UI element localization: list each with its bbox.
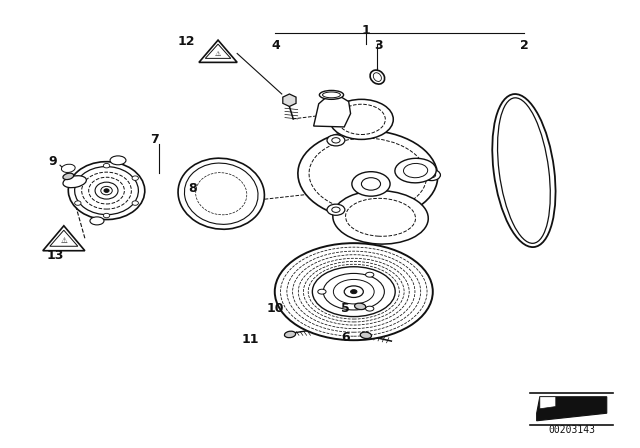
Ellipse shape <box>327 135 345 146</box>
Ellipse shape <box>132 176 138 181</box>
Ellipse shape <box>333 190 428 244</box>
Polygon shape <box>43 226 85 251</box>
Text: 9: 9 <box>48 155 57 168</box>
Text: 3: 3 <box>374 39 383 52</box>
Ellipse shape <box>309 138 426 212</box>
Text: 2: 2 <box>520 39 528 52</box>
Polygon shape <box>199 40 237 62</box>
Ellipse shape <box>333 280 374 304</box>
Text: 4: 4 <box>271 39 280 52</box>
Ellipse shape <box>75 201 81 205</box>
Ellipse shape <box>370 70 385 84</box>
Polygon shape <box>540 397 556 409</box>
Ellipse shape <box>332 207 340 212</box>
Ellipse shape <box>352 172 390 196</box>
Ellipse shape <box>330 99 394 139</box>
Ellipse shape <box>104 189 109 192</box>
Ellipse shape <box>319 90 344 99</box>
Ellipse shape <box>360 332 371 339</box>
Ellipse shape <box>346 198 415 236</box>
Ellipse shape <box>298 130 438 220</box>
Ellipse shape <box>89 177 124 204</box>
Ellipse shape <box>344 286 364 297</box>
Text: 7: 7 <box>150 133 159 146</box>
Ellipse shape <box>362 178 381 190</box>
Text: 5: 5 <box>341 302 350 315</box>
Ellipse shape <box>75 176 81 181</box>
Ellipse shape <box>355 303 365 310</box>
Ellipse shape <box>284 331 296 338</box>
Ellipse shape <box>323 92 340 98</box>
Polygon shape <box>314 96 351 127</box>
Ellipse shape <box>323 273 385 310</box>
Ellipse shape <box>365 306 374 311</box>
Text: 10: 10 <box>267 302 284 315</box>
Ellipse shape <box>312 267 395 317</box>
Ellipse shape <box>61 164 75 172</box>
Text: 00203143: 00203143 <box>548 425 595 435</box>
Ellipse shape <box>337 104 385 134</box>
Ellipse shape <box>327 204 345 215</box>
Ellipse shape <box>103 164 109 168</box>
Ellipse shape <box>318 289 326 294</box>
Ellipse shape <box>90 217 104 225</box>
Text: 8: 8 <box>188 182 197 195</box>
Ellipse shape <box>82 172 131 209</box>
Polygon shape <box>537 397 607 421</box>
Ellipse shape <box>428 172 436 178</box>
Ellipse shape <box>95 182 118 199</box>
Ellipse shape <box>403 164 428 178</box>
Ellipse shape <box>75 167 138 215</box>
Ellipse shape <box>275 243 433 340</box>
Ellipse shape <box>492 94 556 247</box>
Ellipse shape <box>100 186 112 195</box>
Ellipse shape <box>63 173 74 180</box>
Ellipse shape <box>103 213 109 218</box>
Ellipse shape <box>422 169 440 181</box>
Ellipse shape <box>395 158 436 183</box>
Text: ⚠: ⚠ <box>215 51 221 57</box>
Ellipse shape <box>68 162 145 220</box>
Ellipse shape <box>332 138 340 143</box>
Text: 13: 13 <box>47 249 64 262</box>
Text: 11: 11 <box>241 333 259 346</box>
Text: 6: 6 <box>341 331 350 344</box>
Polygon shape <box>283 94 296 107</box>
Ellipse shape <box>184 163 258 224</box>
Ellipse shape <box>132 201 138 205</box>
Ellipse shape <box>373 73 381 82</box>
Ellipse shape <box>178 158 264 229</box>
Text: ⚠: ⚠ <box>60 237 67 246</box>
Ellipse shape <box>63 176 86 188</box>
Text: 12: 12 <box>177 35 195 48</box>
Text: 1: 1 <box>362 24 371 37</box>
Ellipse shape <box>351 290 357 294</box>
Ellipse shape <box>365 272 374 277</box>
Ellipse shape <box>110 156 126 165</box>
Ellipse shape <box>497 98 550 243</box>
